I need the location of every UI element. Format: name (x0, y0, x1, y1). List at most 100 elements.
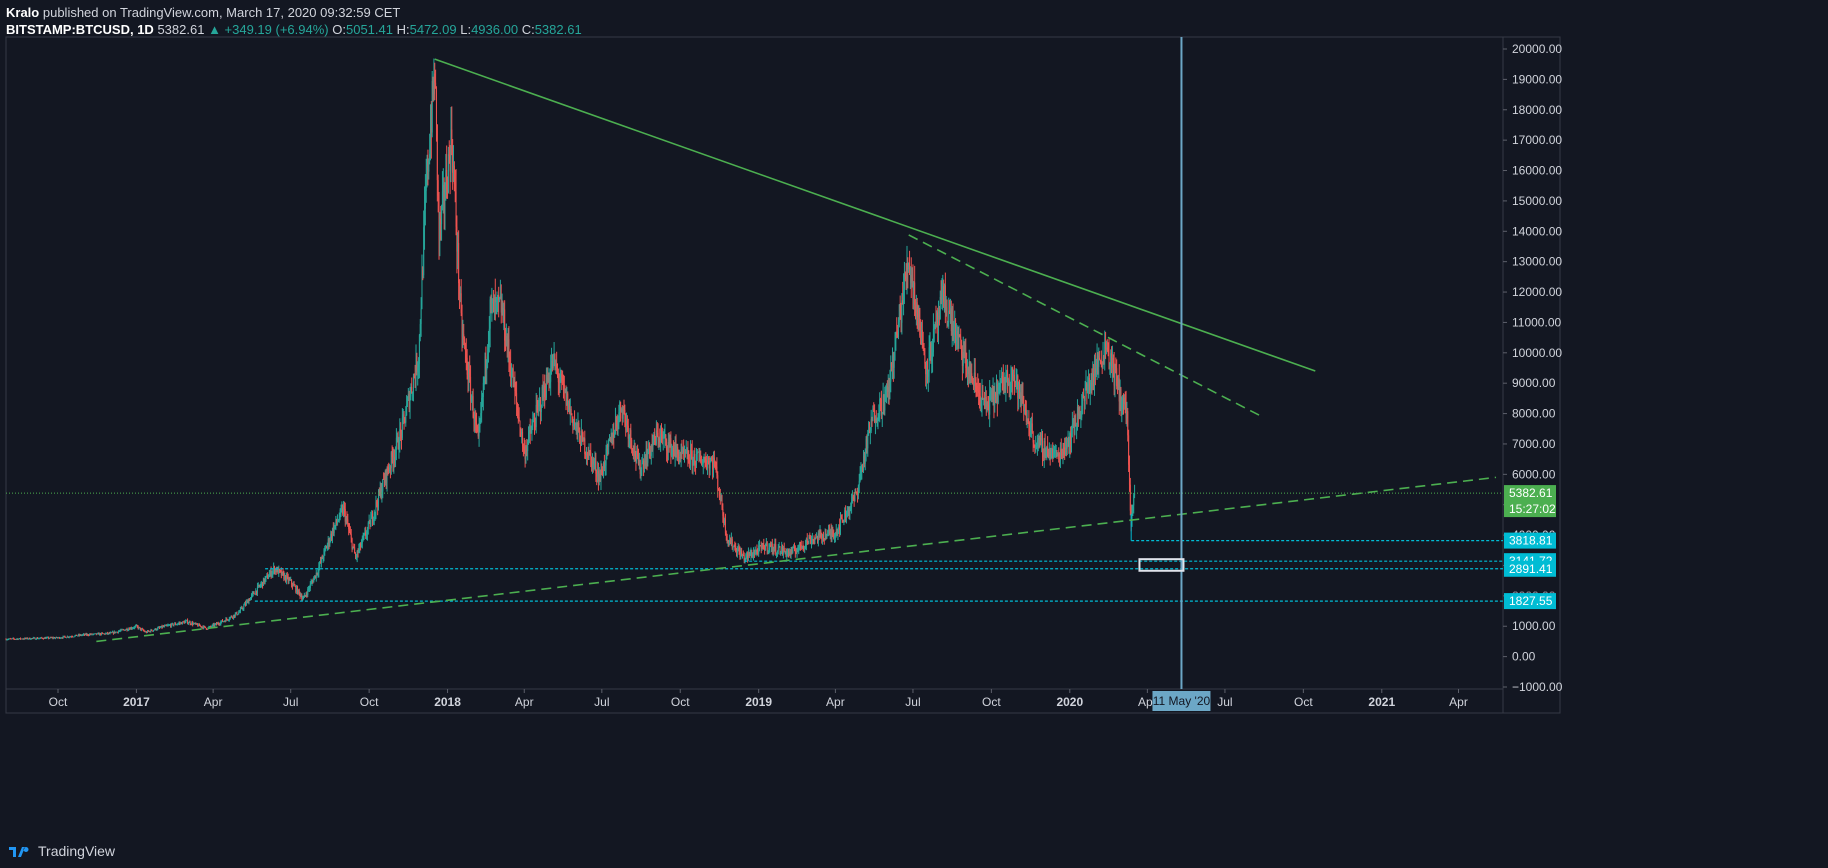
candle (42, 637, 44, 640)
candle-body (1125, 403, 1127, 419)
candle-body (607, 445, 609, 447)
candle-body (724, 518, 726, 524)
tradingview-logo[interactable]: TradingView (8, 843, 115, 859)
candle-body (344, 509, 346, 522)
candle-body (513, 380, 515, 388)
candle (668, 432, 670, 453)
candle-body (57, 637, 59, 639)
candle (434, 62, 436, 101)
candle (374, 511, 376, 521)
candle-body (89, 634, 91, 636)
candle (1010, 365, 1012, 399)
candle (414, 364, 416, 388)
candle-body (151, 629, 153, 631)
candle-body (995, 384, 997, 397)
symbol-label[interactable]: BITSTAMP:BTCUSD, 1D (6, 22, 154, 37)
candle (311, 579, 313, 586)
candle-body (493, 297, 495, 313)
candle-body (759, 545, 761, 547)
candle (684, 445, 686, 463)
trendlines[interactable] (96, 58, 1497, 643)
candle-body (42, 638, 44, 639)
candle (327, 536, 329, 551)
candle (103, 633, 105, 635)
candle-body (297, 589, 299, 594)
candle (360, 539, 362, 548)
candle-body (937, 312, 939, 327)
candle (262, 577, 264, 586)
candle (805, 539, 807, 550)
trendline-lower-high[interactable] (908, 234, 1260, 416)
candle-body (1088, 377, 1090, 391)
candle (276, 566, 278, 573)
candle (375, 495, 377, 520)
candle (696, 449, 698, 461)
candle (1030, 416, 1032, 438)
support-levels[interactable] (254, 513, 1503, 602)
candle-body (1088, 377, 1090, 390)
price-chart[interactable]: 20000.0019000.0018000.0017000.0016000.00… (0, 0, 1828, 834)
candle (483, 376, 485, 390)
candle (367, 521, 369, 535)
time-axis[interactable]: Oct 2017 Apr Jul Oct 2018 Apr Jul Oct 2019 Apr Jul O… (49, 689, 1468, 709)
candle-body (1013, 374, 1015, 380)
candle (1076, 422, 1078, 440)
candle (961, 339, 963, 361)
candle-body (156, 629, 158, 631)
trendline-resistance[interactable] (434, 58, 1316, 372)
candle (66, 637, 68, 639)
candle (422, 266, 424, 281)
candle (1061, 448, 1063, 460)
candle (1005, 364, 1007, 402)
candle-body (619, 402, 621, 413)
candle-body (835, 530, 837, 535)
candle (594, 451, 596, 471)
candle-body (853, 498, 855, 500)
candle (863, 450, 865, 474)
candle-body (708, 460, 710, 469)
candle-body (645, 450, 647, 466)
candle-body (220, 621, 222, 625)
candle (973, 358, 975, 393)
candle (98, 632, 100, 635)
candle-body (985, 397, 987, 408)
candle-body (1113, 363, 1115, 386)
candle (772, 546, 774, 557)
candle-body (727, 540, 729, 544)
candle-body (718, 488, 720, 491)
candle-body (722, 508, 724, 516)
candle (926, 358, 928, 384)
candle-body (700, 456, 702, 463)
candle (306, 591, 308, 599)
candle-body (25, 638, 27, 639)
candle-body (65, 636, 67, 638)
candle-body (609, 439, 611, 441)
candle (25, 637, 27, 640)
candle (260, 581, 262, 588)
candle-body (378, 490, 380, 495)
candle (871, 416, 873, 427)
candle (325, 544, 327, 552)
candle (18, 638, 20, 640)
candle (243, 603, 245, 611)
candle-body (951, 320, 953, 332)
candle (921, 319, 923, 349)
candle (960, 328, 962, 350)
rectangle-drawing[interactable] (1138, 558, 1185, 572)
candle-body (711, 460, 713, 462)
candle-body (618, 412, 620, 424)
candles[interactable] (5, 58, 1136, 641)
author-name[interactable]: Kralo (6, 5, 40, 20)
candle (1111, 346, 1113, 374)
candle (58, 636, 60, 639)
candle-body (673, 451, 675, 457)
candle-body (361, 537, 363, 544)
candle-body (562, 377, 564, 384)
candle (832, 526, 834, 538)
candle (766, 541, 768, 555)
candle-body (623, 409, 625, 411)
trendline-support[interactable] (96, 476, 1497, 643)
candle (51, 637, 53, 639)
candle (549, 368, 551, 389)
candle (715, 461, 717, 473)
